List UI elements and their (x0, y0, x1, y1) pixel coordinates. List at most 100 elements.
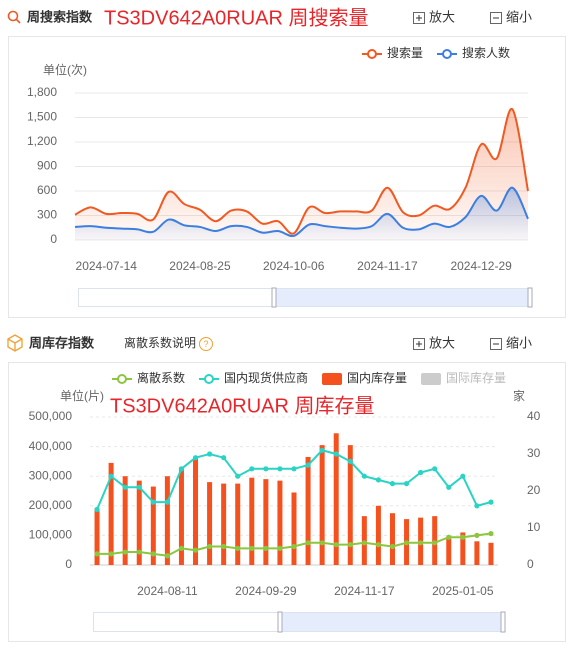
point (488, 530, 494, 537)
legend-icon (421, 373, 442, 385)
y2-axis-label: 家 (513, 388, 525, 403)
point (488, 499, 494, 505)
button-label[interactable]: 放大 (429, 9, 455, 24)
zoom-out-button[interactable]: 缩小 (490, 335, 533, 350)
point (108, 473, 114, 479)
legend-item[interactable]: 国内库存量 (322, 370, 407, 385)
y-tick-label: 200,000 (29, 498, 73, 512)
point (150, 499, 156, 505)
legend-label: 国内库存量 (347, 370, 407, 385)
legend-label: 搜索量 (387, 45, 423, 60)
bar (108, 462, 114, 565)
bar (460, 532, 466, 565)
legend-label: 国际库存量 (446, 370, 506, 385)
point (206, 451, 213, 457)
legend-label: 搜索人数 (462, 45, 510, 60)
legend-label: 国内现货供应商 (224, 370, 308, 385)
bar (375, 505, 381, 565)
point (235, 473, 241, 479)
panel-heading: 周库存指数 (29, 335, 95, 350)
point (136, 549, 142, 555)
point (206, 543, 213, 550)
point (108, 551, 114, 557)
zoom-in-button[interactable]: 放大 (413, 335, 456, 350)
y-tick-label: 600 (37, 183, 57, 197)
point (192, 455, 199, 461)
point (375, 477, 382, 483)
zoom-in-button[interactable]: 放大 (413, 9, 456, 24)
point (122, 549, 128, 555)
y2-tick-label: 0 (527, 557, 534, 571)
y-tick-label: 400,000 (29, 439, 73, 453)
point (164, 553, 170, 559)
legend-icon (116, 374, 127, 384)
bar (488, 542, 494, 565)
bar (319, 445, 325, 565)
bar (305, 456, 311, 565)
y2-tick-label: 20 (527, 483, 541, 497)
point (446, 534, 452, 540)
point (432, 540, 438, 546)
note-link[interactable]: 离散系数说明 (124, 335, 196, 350)
y-tick-label: 0 (50, 232, 57, 246)
point (136, 484, 142, 490)
bar (136, 480, 142, 565)
legend-icon (366, 49, 377, 59)
bar (249, 477, 255, 565)
line (74, 186, 529, 238)
point (389, 543, 396, 550)
button-label[interactable]: 放大 (429, 335, 455, 350)
bar (207, 482, 213, 565)
point (94, 506, 100, 513)
bar (94, 508, 100, 565)
x-tick-label: 2024-07-14 (76, 259, 138, 273)
bar (291, 492, 297, 565)
panel-frame (8, 36, 566, 318)
bar (122, 476, 128, 565)
point (277, 545, 283, 551)
bar (347, 445, 353, 565)
point (319, 540, 325, 546)
point (249, 545, 255, 551)
zoom-out-button[interactable]: 缩小 (490, 9, 533, 24)
bar (277, 480, 283, 565)
y-axis-label: 单位(片) (60, 388, 104, 403)
point (221, 543, 227, 550)
y-tick-label: 100,000 (29, 528, 73, 542)
bar (263, 479, 269, 565)
legend-item[interactable]: 国内现货供应商 (198, 370, 308, 385)
legend-item[interactable]: 搜索人数 (436, 45, 510, 60)
zoom-slider[interactable] (78, 287, 533, 308)
area (75, 108, 528, 240)
y-tick-label: 1,200 (27, 134, 57, 148)
y2-tick-label: 30 (527, 446, 541, 460)
point (333, 542, 339, 548)
button-label[interactable]: 缩小 (506, 9, 532, 24)
point (474, 532, 480, 539)
point (150, 551, 156, 557)
point (277, 466, 283, 472)
point (333, 451, 339, 457)
legend-item[interactable]: 搜索量 (361, 45, 423, 60)
bar (164, 476, 170, 565)
point (389, 481, 396, 487)
point (178, 545, 185, 551)
point (192, 547, 199, 553)
point (122, 484, 128, 490)
point (178, 466, 185, 472)
y-axis-label: 单位(次) (43, 62, 87, 77)
x-tick-label: 2024-08-11 (137, 584, 198, 598)
chart-title: TS3DV642A0RUAR 周搜索量 (104, 6, 369, 29)
zoom-slider[interactable] (93, 611, 506, 633)
help-icon[interactable]: ? (199, 337, 213, 351)
legend-item[interactable]: 国际库存量 (421, 370, 506, 385)
legend-item[interactable]: 离散系数 (111, 370, 185, 385)
area (75, 187, 528, 240)
search-icon (7, 10, 21, 24)
x-tick-label: 2024-12-29 (450, 259, 512, 273)
panel-heading: 周搜索指数 (27, 9, 93, 24)
button-label[interactable]: 缩小 (506, 335, 532, 350)
y-tick-label: 1,500 (27, 110, 57, 124)
bar (221, 483, 227, 565)
